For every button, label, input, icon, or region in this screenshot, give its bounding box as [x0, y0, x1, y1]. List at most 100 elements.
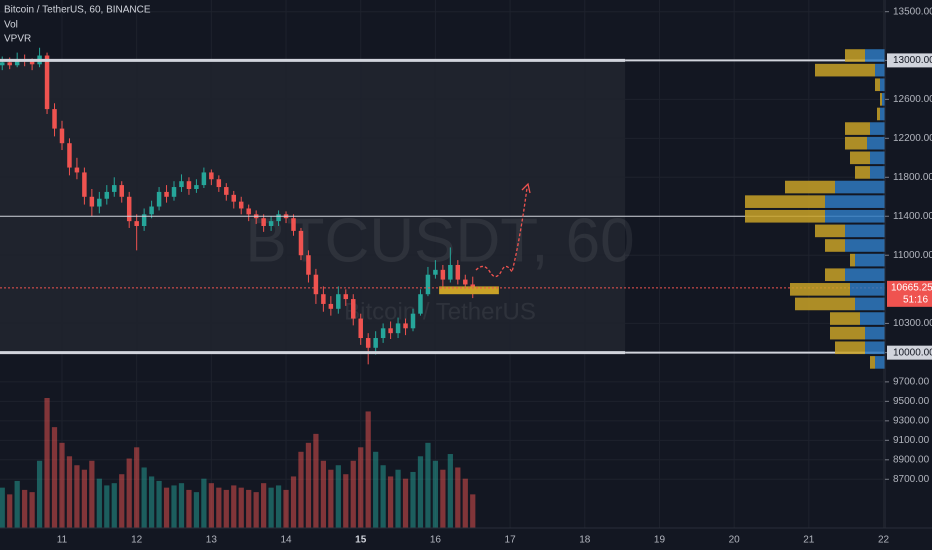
volume-bar [111, 483, 117, 528]
candle-body [171, 187, 177, 197]
volume-bar [261, 483, 267, 528]
candle-body [89, 196, 95, 207]
x-tick-label: 18 [579, 535, 591, 546]
volume-bar [290, 476, 297, 528]
candle-body [448, 264, 453, 280]
candle-body [82, 172, 87, 197]
volume-bar [283, 489, 289, 528]
y-tick-label: 11000.00 [893, 250, 932, 261]
volume-bar [455, 467, 461, 528]
candle-body [321, 294, 326, 304]
vpvr-down [745, 209, 825, 223]
vpvr-up [825, 209, 885, 223]
candle-body [291, 218, 296, 231]
y-tick-label: 10300.00 [893, 318, 932, 329]
y-tick-label: 10000.00 [893, 347, 932, 358]
vpvr-down [880, 93, 882, 106]
candle-body [440, 269, 446, 280]
candle-body [268, 221, 274, 227]
candle-body [59, 128, 65, 144]
last-price-label: 10665.25 [891, 282, 932, 293]
vpvr-up [870, 122, 885, 135]
volume-bar [104, 485, 110, 528]
y-tick-label: 11400.00 [893, 211, 932, 222]
candle-body [298, 230, 304, 256]
volume-bar [126, 458, 132, 528]
candle-body [388, 328, 393, 334]
vpvr-up [865, 326, 885, 340]
vpvr-up [855, 297, 885, 311]
vpvr-down [835, 341, 865, 355]
volume-bar [305, 442, 312, 528]
legend-title: Bitcoin / TetherUS, 60, BINANCE [4, 5, 151, 16]
candle-body [276, 214, 281, 222]
volume-bar [119, 474, 125, 528]
vpvr-up [865, 341, 885, 355]
volume-bar [66, 456, 73, 528]
volume-bar [96, 478, 102, 528]
volume-bar [171, 485, 177, 528]
candle-body [395, 323, 401, 334]
candle-body [238, 201, 244, 209]
volume-bar [358, 447, 364, 528]
vpvr-down [815, 224, 845, 238]
vpvr-up [860, 312, 885, 325]
candle-body [351, 299, 356, 319]
vpvr-down [845, 136, 867, 150]
candle-body [328, 303, 334, 309]
candle-body [425, 274, 431, 295]
candle-body [313, 274, 319, 295]
volume-bar [268, 487, 274, 528]
candle-body [365, 338, 371, 348]
vpvr-up [867, 136, 885, 150]
candle-body [343, 294, 349, 300]
volume-bar [134, 447, 140, 528]
vpvr-down [815, 63, 875, 77]
vpvr-up [825, 195, 885, 208]
candle-body [336, 294, 341, 309]
y-tick-label: 12200.00 [893, 133, 932, 144]
vpvr-up [835, 180, 885, 194]
vpvr-up [870, 151, 885, 165]
volume-bar [380, 465, 386, 528]
candle-body [201, 172, 207, 186]
candle-body [0, 62, 5, 66]
candle-body [403, 323, 408, 329]
candle-body [306, 255, 311, 275]
candle-body [134, 221, 139, 227]
vpvr-down [830, 312, 860, 325]
volume-bar [223, 489, 229, 528]
volume-bar [470, 494, 476, 528]
countdown-label: 51:16 [903, 294, 928, 305]
volume-bar [59, 442, 65, 528]
volume-bar [208, 483, 214, 528]
volume-bar [417, 456, 424, 528]
volume-bar [163, 487, 170, 528]
vpvr-down [830, 326, 865, 340]
x-tick-label: 11 [57, 535, 68, 546]
candle-body [418, 294, 423, 314]
vpvr-up [882, 93, 885, 106]
vpvr-up [875, 356, 885, 369]
volume-bar [365, 411, 371, 528]
candle-body [470, 284, 475, 288]
candle-body [104, 191, 110, 199]
y-tick-label: 13500.00 [893, 6, 932, 17]
volume-bar [201, 478, 207, 528]
candle-body [463, 279, 468, 285]
volume-bar [36, 460, 43, 528]
candle-body [246, 208, 251, 215]
x-tick-label: 16 [430, 535, 442, 546]
candle-body [29, 61, 35, 65]
vpvr-up [845, 268, 885, 282]
watermark-subtitle: Bitcoin / TetherUS [344, 298, 536, 325]
vpvr-down [845, 49, 865, 62]
vpvr-down [745, 195, 825, 208]
vpvr-up [880, 78, 885, 92]
vpvr-down [785, 180, 835, 194]
volume-bar [447, 454, 453, 528]
volume-bar [328, 469, 334, 528]
y-tick-label: 8900.00 [893, 454, 930, 465]
volume-bar [320, 460, 326, 528]
